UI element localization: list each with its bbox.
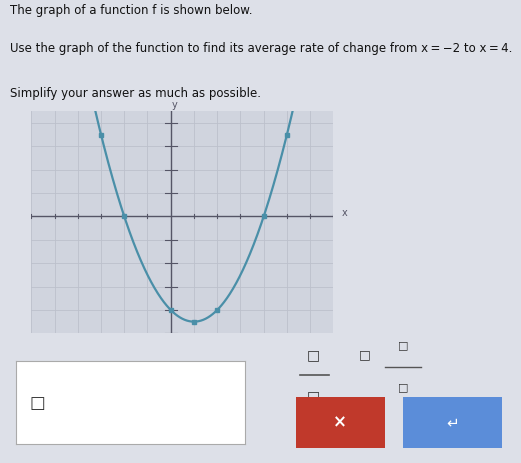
- Text: y: y: [172, 100, 178, 110]
- Text: □: □: [29, 394, 45, 412]
- Text: ↵: ↵: [446, 415, 458, 430]
- Text: x: x: [342, 208, 348, 218]
- Text: □: □: [398, 382, 408, 393]
- Text: Simplify your answer as much as possible.: Simplify your answer as much as possible…: [10, 87, 262, 100]
- Text: Use the graph of the function to find its average rate of change from x = −2 to : Use the graph of the function to find it…: [10, 42, 513, 55]
- Text: □: □: [359, 349, 371, 362]
- FancyBboxPatch shape: [295, 397, 385, 448]
- Text: The graph of a function f is shown below.: The graph of a function f is shown below…: [10, 5, 253, 18]
- Text: □: □: [398, 340, 408, 350]
- Text: □: □: [307, 389, 320, 403]
- Text: ×: ×: [333, 413, 348, 432]
- Text: □: □: [307, 348, 320, 362]
- FancyBboxPatch shape: [403, 397, 502, 448]
